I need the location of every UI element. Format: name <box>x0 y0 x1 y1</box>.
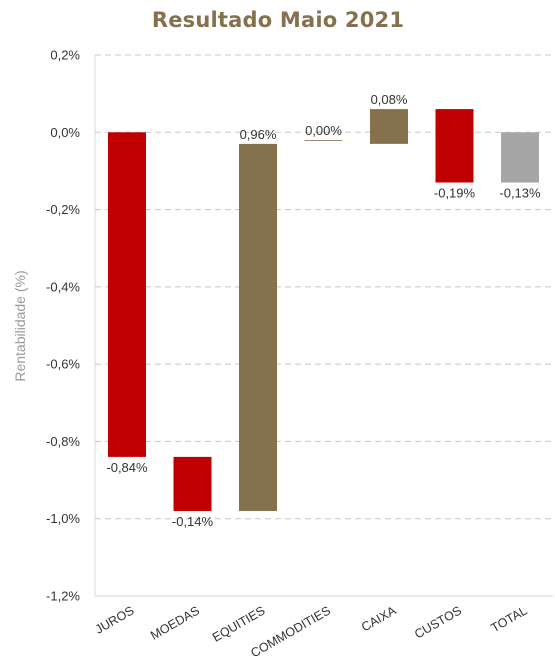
category-label-custos: CUSTOS <box>412 603 464 641</box>
y-tick-label: -0,4% <box>46 279 80 294</box>
bars <box>108 109 539 511</box>
y-tick-label: -0,6% <box>46 357 80 372</box>
data-label-caixa: 0,08% <box>371 92 408 107</box>
grid-lines <box>95 54 553 520</box>
y-tick-label: -1,2% <box>46 589 80 604</box>
category-label-total: TOTAL <box>489 603 530 635</box>
data-label-juros: -0,84% <box>106 460 148 475</box>
data-label-commodities: 0,00% <box>305 123 342 138</box>
y-tick-labels: 0,2% 0,0% -0,2% -0,4% -0,6% -0,8% -1,0% -1,2% <box>46 48 80 604</box>
y-tick-label: 0,0% <box>50 125 80 140</box>
y-tick-label: 0,2% <box>50 48 80 63</box>
category-label-caixa: CAIXA <box>359 603 399 634</box>
y-tick-label: -1,0% <box>46 511 80 526</box>
bar-total <box>501 132 539 183</box>
data-labels: -0,84% -0,14% 0,96% 0,00% 0,08% -0,19% -0,13% <box>106 92 541 529</box>
bar-juros <box>108 132 146 457</box>
chart-title: Resultado Maio 2021 <box>151 8 405 32</box>
data-label-equities: 0,96% <box>240 127 277 142</box>
axis-lines <box>94 55 553 597</box>
y-tick-label: -0,8% <box>46 434 80 449</box>
bar-commodities <box>304 140 343 141</box>
data-label-total: -0,13% <box>499 186 541 201</box>
bar-moedas <box>173 456 212 511</box>
category-label-moedas: MOEDAS <box>148 603 202 642</box>
y-tick-label: -0,2% <box>46 202 80 217</box>
bar-caixa <box>370 109 408 144</box>
bar-custos <box>435 109 474 183</box>
data-label-custos: -0,19% <box>434 186 476 201</box>
bar-equities <box>239 143 277 511</box>
category-label-juros: JUROS <box>93 603 137 636</box>
category-label-equities: EQUITIES <box>210 603 268 644</box>
data-label-moedas: -0,14% <box>172 514 214 529</box>
